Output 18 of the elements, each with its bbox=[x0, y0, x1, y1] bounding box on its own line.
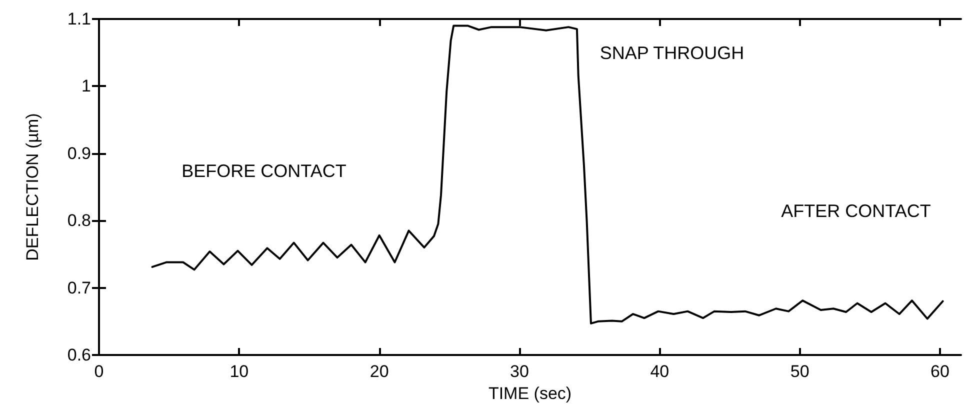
y-tick-label: 0.8 bbox=[67, 211, 91, 230]
x-tick-label: 50 bbox=[790, 362, 810, 381]
annotation: SNAP THROUGH bbox=[600, 43, 744, 63]
annotation: BEFORE CONTACT bbox=[182, 161, 346, 181]
y-tick-label: 0.6 bbox=[67, 346, 91, 364]
x-tick-label: 0 bbox=[94, 362, 104, 381]
x-tick-label: 20 bbox=[370, 362, 389, 381]
x-axis-title: TIME (sec) bbox=[488, 384, 572, 403]
y-tick-label: 1 bbox=[82, 76, 91, 96]
x-tick-label: 40 bbox=[650, 362, 670, 381]
y-axis-title: DEFLECTION (µm) bbox=[23, 113, 42, 261]
y-tick-label: 1.1 bbox=[67, 10, 91, 28]
y-tick-label: 0.7 bbox=[67, 278, 91, 298]
x-tick-label: 10 bbox=[230, 362, 249, 381]
x-tick-label: 30 bbox=[510, 362, 529, 381]
x-tick-label: 60 bbox=[930, 362, 950, 381]
y-tick-label: 0.9 bbox=[67, 144, 91, 163]
annotation: AFTER CONTACT bbox=[781, 201, 931, 221]
